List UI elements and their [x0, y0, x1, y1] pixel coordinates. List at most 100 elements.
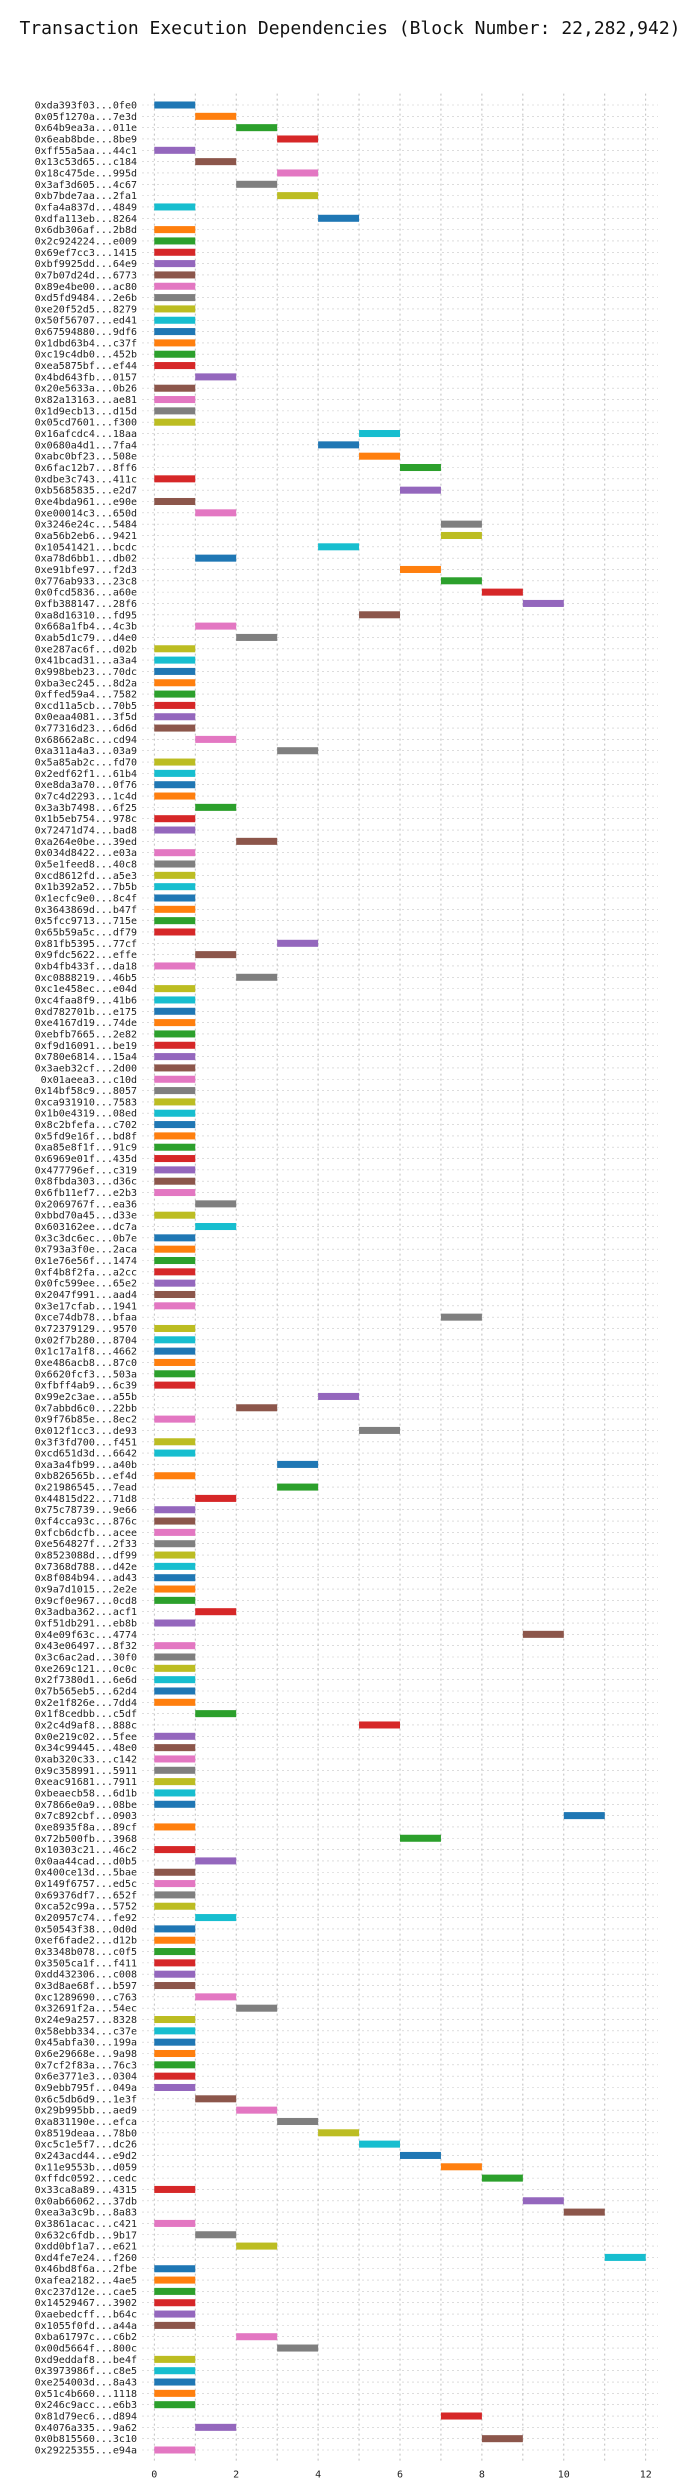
task-bar — [318, 2129, 360, 2137]
task-bar — [236, 973, 278, 981]
row-label: 0x20957c74...fe92 — [35, 1913, 137, 1924]
row-label: 0xca931910...7583 — [35, 1097, 137, 1108]
task-bar — [154, 1676, 196, 1684]
task-bar — [481, 2174, 523, 2182]
task-bar — [154, 1619, 196, 1627]
task-bar — [154, 260, 196, 268]
row-label: 0x7b07d24d...6773 — [35, 270, 137, 281]
row-label: 0x0ab66062...37db — [35, 2196, 137, 2207]
row-label: 0x0eaa4081...3f5d — [35, 712, 137, 723]
task-bar — [195, 2095, 237, 2103]
task-bar — [154, 497, 196, 506]
row-label: 0xef6fade2...d12b — [35, 1936, 137, 1947]
task-bar — [154, 1189, 196, 1197]
x-tick-label: 2 — [233, 2469, 239, 2480]
row-label: 0x7abbd6c0...22bb — [35, 1403, 137, 1414]
task-bar — [277, 1483, 319, 1491]
task-bar — [154, 1732, 196, 1740]
task-bar — [154, 1053, 196, 1061]
task-bar — [154, 328, 196, 336]
task-bar — [359, 452, 400, 460]
task-bar — [154, 2072, 196, 2080]
row-label: 0xebfb7665...2e82 — [35, 1029, 137, 1040]
task-bar — [400, 565, 441, 573]
x-tick-label: 6 — [397, 2469, 403, 2480]
row-label: 0xe4167d19...74de — [35, 1018, 137, 1029]
task-bar — [154, 2061, 196, 2069]
row-label: 0xd4fe7e24...f260 — [35, 2253, 137, 2264]
row-label: 0xaebedcff...b64c — [35, 2310, 137, 2321]
task-bar — [563, 1812, 605, 1820]
row-label: 0x11e9553b...d059 — [35, 2162, 137, 2173]
task-bar — [154, 1415, 196, 1423]
row-label: 0x4e09f63c...4774 — [35, 1630, 137, 1641]
row-label: 0xbbd70a45...d33e — [35, 1211, 137, 1222]
row-label: 0x7cf2f83a...76c3 — [35, 2060, 137, 2071]
task-bar — [154, 1642, 196, 1650]
row-label: 0x7c892cbf...0903 — [35, 1811, 137, 1822]
row-label: 0x1dbd63b4...c37f — [35, 338, 137, 349]
task-bar — [154, 1121, 196, 1129]
row-label: 0x780e6814...15a4 — [35, 1052, 137, 1063]
row-label: 0xf4b8f2fa...a2cc — [35, 1267, 137, 1278]
task-bar — [154, 226, 196, 234]
task-bar — [154, 871, 196, 879]
row-label: 0x3f3fd700...f451 — [35, 1437, 137, 1448]
row-label: 0x3aeb32cf...2d00 — [35, 1063, 137, 1074]
row-label: 0xea5875bf...ef44 — [35, 361, 137, 372]
task-bar — [236, 124, 278, 132]
row-label: 0xe269c121...0c0c — [35, 1664, 137, 1675]
row-label: 0x5a85ab2c...fd70 — [35, 758, 137, 769]
row-label: 0x01aeea3...c10d — [41, 1075, 137, 1086]
grid-lines — [142, 93, 658, 2462]
row-label: 0x69376df7...652f — [35, 1890, 137, 1901]
row-label: 0xe564827f...2f33 — [35, 1539, 137, 1550]
row-label: 0xc0888219...46b5 — [35, 973, 137, 984]
row-label: 0x6e3771e3...0304 — [35, 2072, 137, 2083]
row-label: 0x6eab8bde...8be9 — [35, 134, 137, 145]
row-label: 0xe287ac6f...d02b — [35, 644, 137, 655]
task-bar — [400, 486, 441, 494]
row-label: 0x998beb23...70dc — [35, 667, 137, 678]
task-bar — [277, 2344, 319, 2352]
row-label: 0x0aa44cad...d0b5 — [35, 1856, 137, 1867]
row-label: 0xa85e8f1f...91c9 — [35, 1143, 137, 1154]
row-label: 0x2c4d9af8...888c — [35, 1720, 137, 1731]
task-bar — [154, 1891, 196, 1899]
row-label: 0x72379129...9570 — [35, 1324, 137, 1335]
task-bar — [154, 1290, 196, 1299]
task-bar — [154, 1336, 196, 1344]
row-label: 0xc1289690...c763 — [35, 1992, 137, 2003]
row-label: 0x8c2bfefa...c702 — [35, 1120, 137, 1131]
row-label: 0x9f76b85e...8ec2 — [35, 1415, 137, 1426]
chart-title: Transaction Execution Dependencies (Bloc… — [19, 18, 681, 39]
row-label: 0x9a7d1015...2e2e — [35, 1585, 137, 1596]
x-tick-label: 0 — [151, 2469, 157, 2480]
task-bar — [154, 2299, 196, 2307]
task-bar — [154, 1132, 196, 1140]
row-label: 0x43e06497...8f32 — [35, 1641, 137, 1652]
task-bar — [154, 860, 196, 868]
row-label: 0xab320c33...c142 — [35, 1754, 137, 1765]
task-bar — [318, 214, 360, 222]
task-bar — [440, 531, 482, 539]
row-label: 0xffed59a4...7582 — [35, 690, 137, 701]
task-bar — [154, 282, 196, 290]
row-label: 0xe8935f8a...89cf — [35, 1822, 137, 1833]
row-label: 0xea3a3c9b...8a83 — [35, 2208, 137, 2219]
task-bar — [154, 894, 196, 902]
row-label: 0x4076a335...9a62 — [35, 2423, 137, 2434]
task-bar — [154, 2389, 196, 2397]
row-label: 0x6e29668e...9a98 — [35, 2049, 137, 2060]
task-bar — [154, 475, 196, 483]
task-bar — [154, 985, 196, 993]
task-bar — [154, 1019, 196, 1027]
row-label: 0xc1e458ec...e04d — [35, 984, 137, 995]
task-bar — [154, 1925, 196, 1933]
task-bar — [154, 1789, 196, 1797]
row-label: 0x6db306af...2b8d — [35, 225, 137, 236]
row-label: 0xe486acb8...87c0 — [35, 1358, 137, 1369]
task-bar — [154, 883, 196, 891]
task-bar — [154, 826, 196, 834]
